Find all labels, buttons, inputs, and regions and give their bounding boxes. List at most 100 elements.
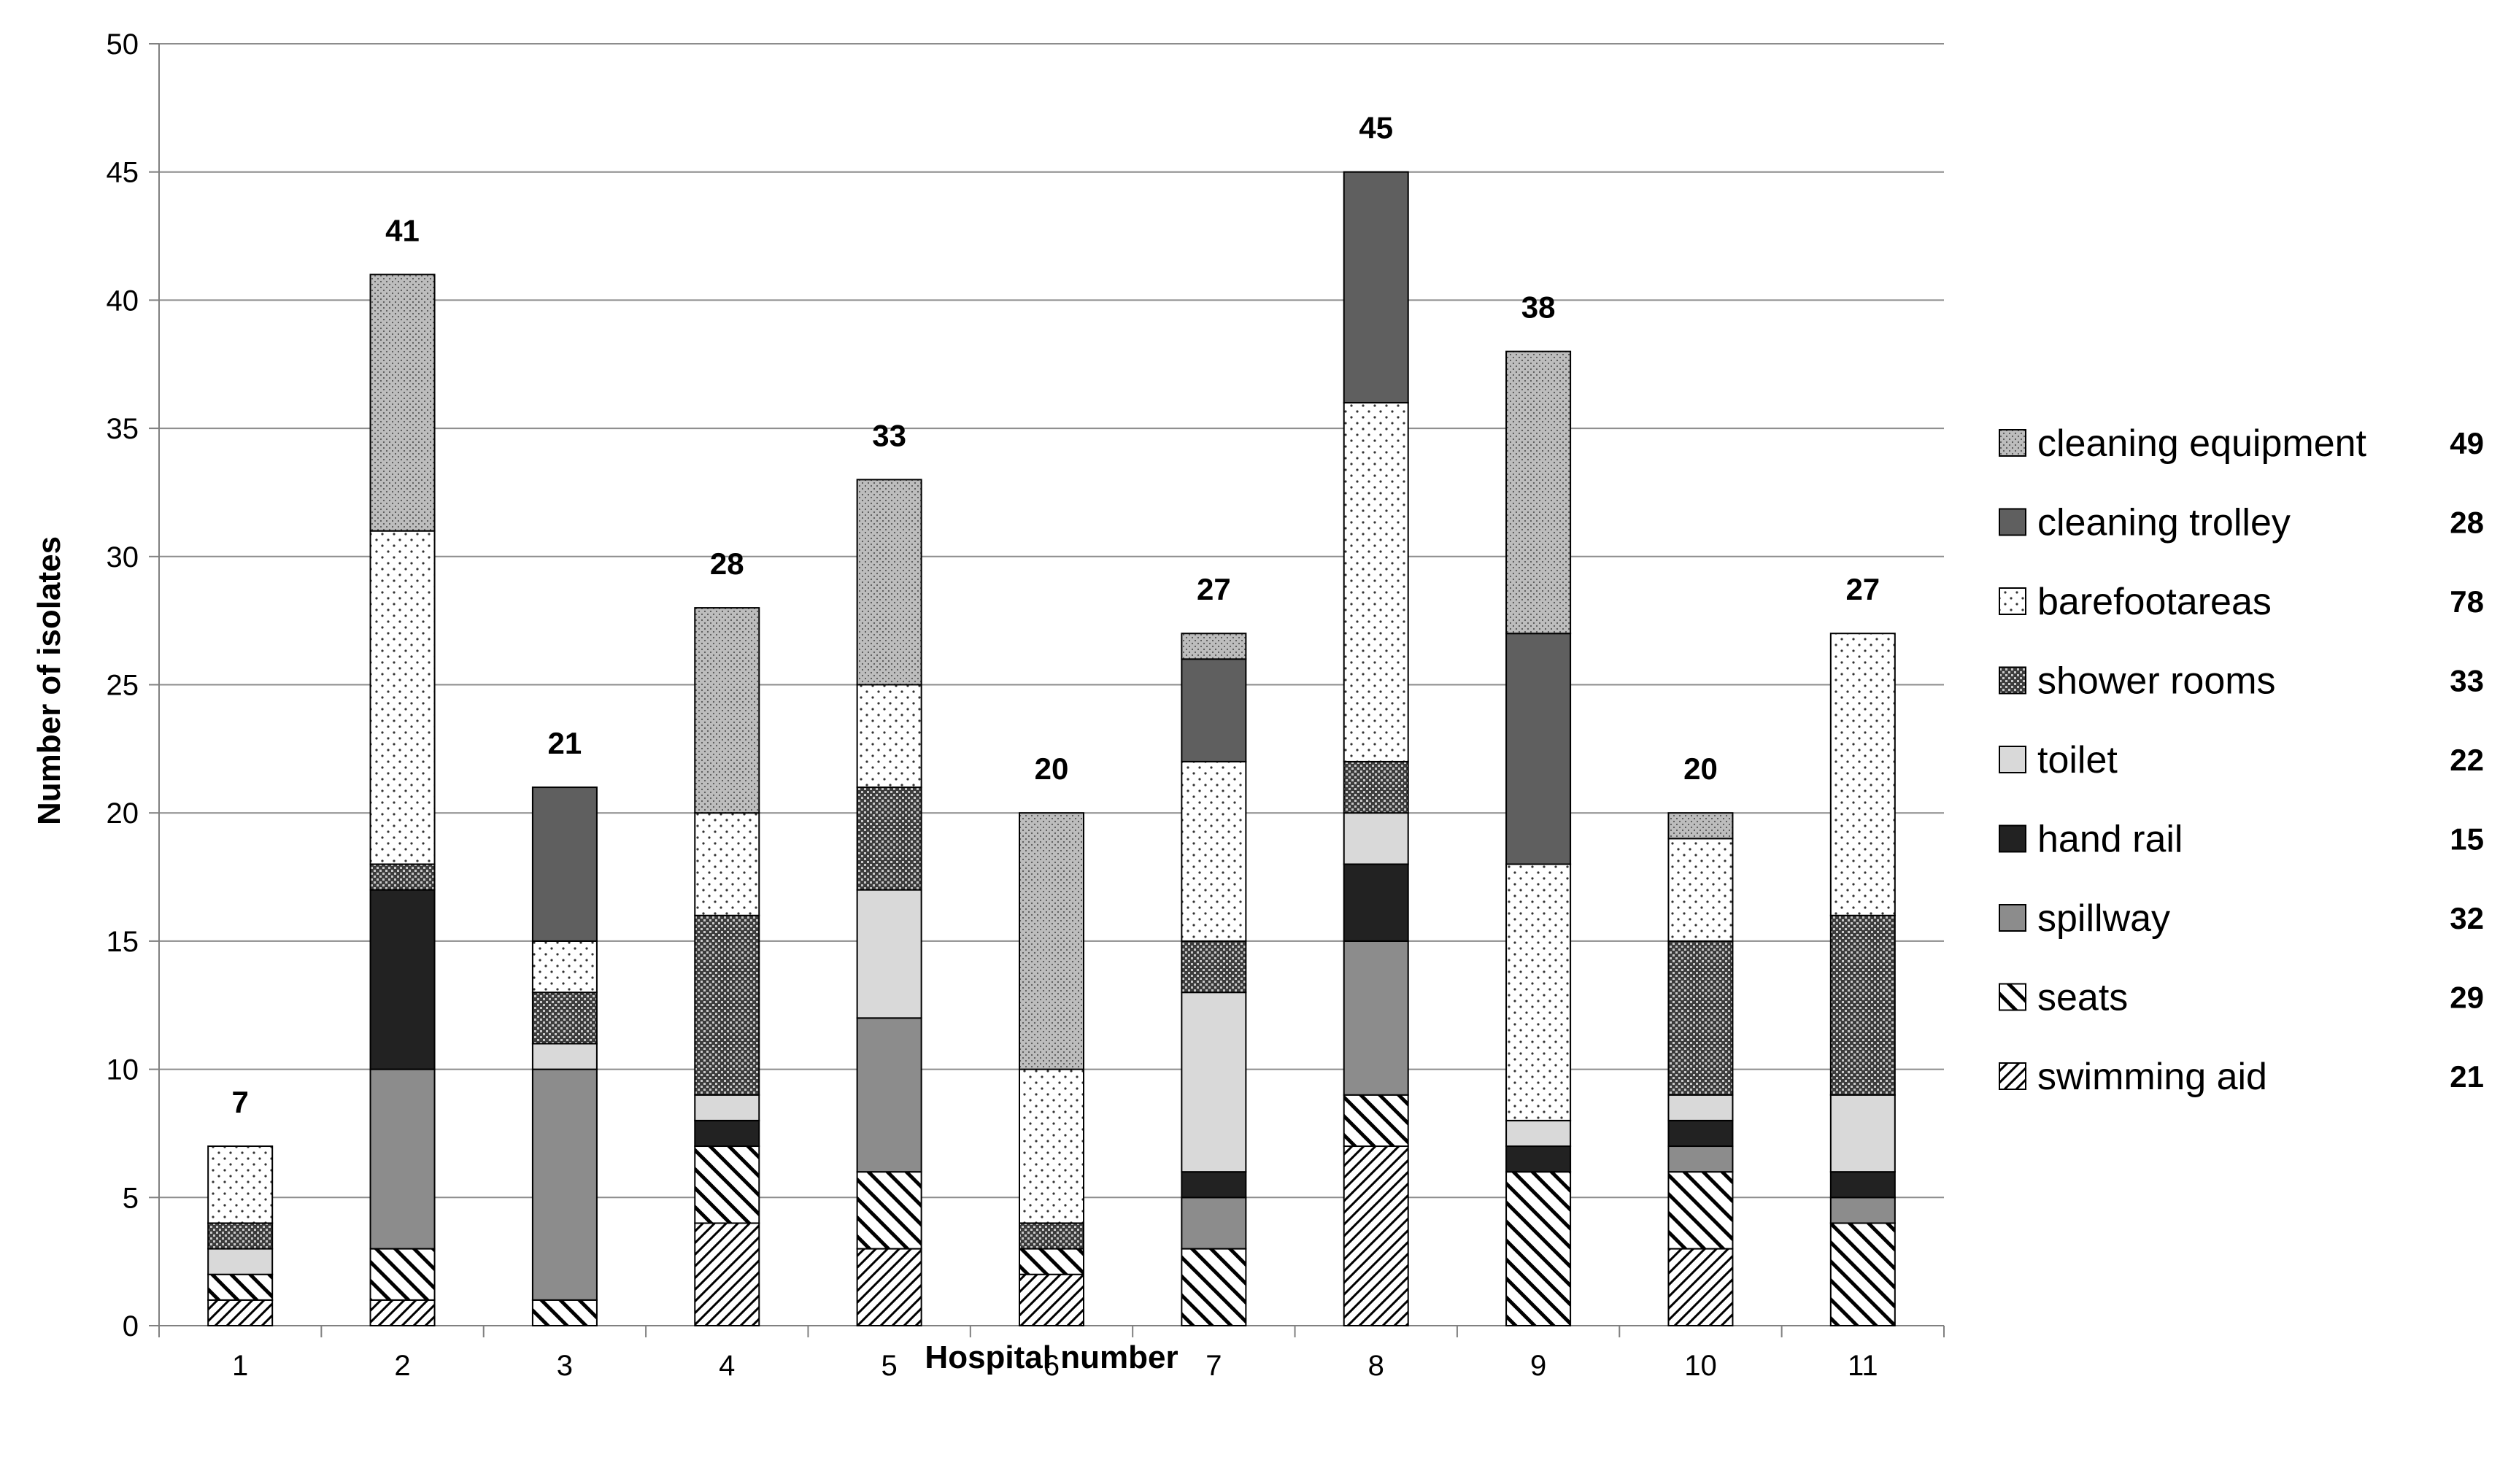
bar-total-label: 28: [710, 546, 744, 581]
y-tick-label: 15: [107, 926, 139, 958]
bar-total-label: 41: [385, 213, 420, 247]
legend-swatch: [1999, 904, 2026, 932]
x-axis-title: Hospital number: [925, 1340, 1178, 1375]
legend-swatch: [1999, 746, 2026, 773]
bar-segment: [1019, 1068, 1084, 1224]
bar-segment: [856, 1017, 922, 1173]
x-tick-label: 5: [881, 1350, 898, 1382]
legend-total: 28: [2450, 506, 2484, 540]
y-tick-label: 20: [107, 797, 139, 830]
y-axis-title: Number of isolates: [31, 536, 67, 825]
legend-total: 15: [2450, 822, 2484, 857]
bar-segment: [856, 684, 922, 789]
bar-segment: [1019, 1222, 1084, 1250]
bar-segment: [1505, 1119, 1572, 1148]
bar-total-label: 20: [1035, 751, 1069, 786]
legend-swatch: [1999, 508, 2026, 536]
bar-segment: [1343, 760, 1409, 814]
legend-label: hand rail: [2037, 819, 2183, 861]
bar-segment: [207, 1145, 274, 1224]
bar-segment: [1505, 350, 1572, 635]
legend-total: 29: [2450, 981, 2484, 1015]
bar-total-labels: 7 41 21 28 33 20 27 45 38 20 27: [232, 111, 1880, 1119]
y-tick-label: 35: [107, 413, 139, 445]
bar-segment: [1829, 1222, 1896, 1326]
x-tick-label: 10: [1684, 1350, 1717, 1382]
bar-segment: [1019, 812, 1084, 1070]
x-tick-label: 8: [1368, 1350, 1384, 1382]
bars: [207, 171, 1896, 1327]
bar-segment: [1181, 1171, 1247, 1199]
x-tick-label: 11: [1848, 1350, 1878, 1382]
y-tick-label: 40: [107, 285, 139, 317]
y-tick-label: 45: [107, 157, 139, 189]
legend-swatch: [1999, 429, 2026, 457]
bar-segment: [369, 1299, 436, 1326]
legend-label: spillway: [2037, 897, 2170, 940]
bar-segment: [369, 274, 436, 532]
bar-segment: [369, 530, 436, 865]
bar-segment: [1829, 1197, 1896, 1224]
y-tick-label: 30: [107, 541, 139, 573]
bar-segment: [1181, 940, 1247, 994]
y-tick-label: 5: [123, 1182, 139, 1214]
legend-swatch: [1999, 1062, 2026, 1090]
legend-label: cleaning trolley: [2037, 502, 2291, 544]
bar-segment: [694, 1145, 760, 1224]
bar-total-label: 45: [1359, 111, 1393, 145]
x-tick-label: 6: [1043, 1350, 1060, 1382]
bar-segment: [1343, 401, 1409, 762]
bar-segment: [1181, 760, 1247, 942]
legend: cleaning equipment 49 cleaning trolley 28 ba…: [1999, 422, 2484, 1098]
bar-segment: [531, 1068, 598, 1301]
bar-segment: [1505, 1145, 1572, 1173]
bar-segment: [369, 889, 436, 1070]
legend-total: 22: [2450, 743, 2484, 777]
bar-segment: [694, 812, 760, 916]
bar-segment: [1181, 1248, 1247, 1326]
bar-segment: [1343, 171, 1409, 403]
bar-segment: [1667, 812, 1734, 840]
bar-segment: [1181, 658, 1247, 762]
bar-segment: [1667, 1145, 1734, 1173]
bar-segment: [694, 1094, 760, 1121]
bar-segment: [694, 914, 760, 1096]
y-tick-label: 0: [123, 1310, 139, 1342]
bar-segment: [1667, 1094, 1734, 1121]
bar-segment: [856, 889, 922, 1019]
bar-segment: [1343, 1145, 1409, 1327]
bar-segment: [856, 1248, 922, 1326]
bar-segment: [1181, 1197, 1247, 1250]
legend-label: shower rooms: [2037, 660, 2276, 703]
bar-total-label: 21: [548, 726, 582, 760]
bar-segment: [531, 940, 598, 994]
bar-segment: [207, 1222, 274, 1250]
x-tick-label: 4: [719, 1350, 735, 1382]
bar-segment: [531, 1299, 598, 1326]
y-tick-label: 50: [107, 28, 139, 61]
x-tick-label: 1: [232, 1350, 248, 1382]
bar-segment: [694, 607, 760, 814]
legend-swatch: [1999, 983, 2026, 1011]
legend-label: toilet: [2037, 739, 2118, 781]
bar-segment: [1667, 940, 1734, 1096]
legend-total: 78: [2450, 584, 2484, 619]
bar-segment: [531, 787, 598, 942]
bar-segment: [1019, 1273, 1084, 1326]
bar-total-label: 27: [1845, 572, 1880, 606]
legend-total: 21: [2450, 1059, 2484, 1094]
bar-segment: [1343, 940, 1409, 1096]
bar-segment: [1343, 1094, 1409, 1148]
bar-segment: [369, 863, 436, 891]
bar-total-label: 20: [1683, 751, 1718, 786]
bar-segment: [1181, 992, 1247, 1173]
legend-swatch: [1999, 587, 2026, 615]
bar-segment: [1667, 1248, 1734, 1326]
legend-label: barefootareas: [2037, 581, 2272, 623]
bar-segment: [856, 787, 922, 891]
legend-swatch: [1999, 824, 2026, 853]
legend-label: swimming aid: [2037, 1056, 2267, 1098]
bar-segment: [1505, 1171, 1572, 1327]
